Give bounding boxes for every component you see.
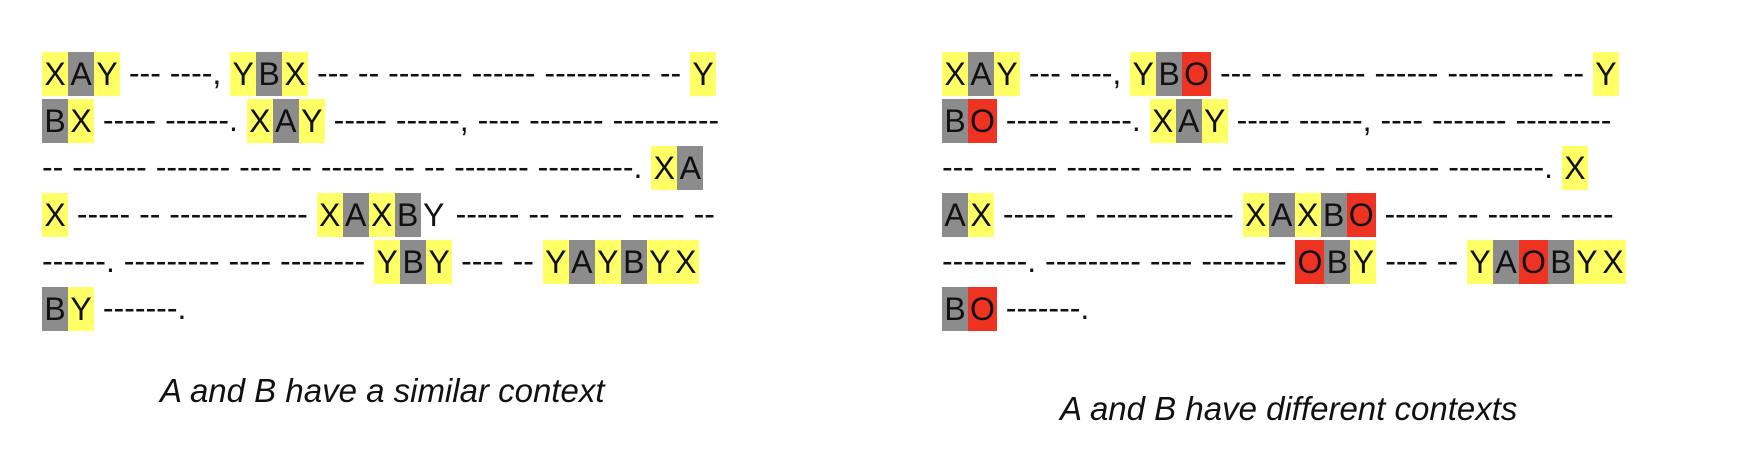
yellow-token: X — [942, 51, 968, 96]
yellow-token: Y — [1350, 239, 1377, 284]
yellow-token: Y — [298, 98, 325, 143]
gray-token: B — [620, 239, 647, 284]
yellow-token: Y — [1573, 239, 1600, 284]
gray-token: B — [1156, 51, 1183, 96]
gray-token: B — [1324, 239, 1351, 284]
text-line: -- ------- ------- ---- -- ------ -- -- … — [42, 142, 842, 190]
yellow-token: Y — [374, 239, 401, 284]
yellow-token: X — [316, 192, 343, 237]
yellow-token: X — [68, 98, 94, 143]
yellow-token: X — [42, 192, 68, 237]
yellow-token: Y — [426, 239, 453, 284]
plain-token: Y — [423, 196, 445, 233]
yellow-token: Y — [1466, 239, 1493, 284]
gray-token: A — [1268, 192, 1295, 237]
filler-text: ----- -- ------------- — [68, 196, 317, 233]
red-token: O — [1518, 239, 1548, 284]
yellow-token: X — [1149, 98, 1176, 143]
yellow-token: X — [968, 192, 994, 237]
gray-token: A — [68, 51, 94, 96]
filler-text: ---- -- — [1376, 243, 1467, 280]
gray-token: B — [42, 286, 68, 331]
filler-text: ----- ------. — [996, 102, 1150, 139]
gray-token: A — [968, 51, 994, 96]
filler-text: ------ -- ------ ----- -- — [446, 196, 715, 233]
red-token: O — [968, 286, 997, 331]
gray-token: B — [942, 98, 968, 143]
filler-text: ------. --------- ---- -------- — [42, 243, 375, 280]
gray-token: A — [272, 98, 299, 143]
right-caption: A and B have different contexts — [1060, 390, 1518, 427]
filler-text: --- -- ------- ------ ---------- -- — [1211, 55, 1593, 92]
filler-text: ----- -- ------------- — [994, 196, 1243, 233]
gray-token: B — [1547, 239, 1574, 284]
yellow-token: Y — [690, 51, 717, 96]
gray-token: A — [342, 192, 369, 237]
filler-text: --- -- ------- ------ ---------- -- — [308, 55, 691, 92]
yellow-token: Y — [542, 239, 569, 284]
gray-token: B — [42, 98, 68, 143]
filler-text: -- ------- ------- ---- -- ------ -- -- … — [42, 149, 652, 186]
filler-text: ----- ------, ---- ------- ---------- — [324, 102, 720, 139]
yellow-token: Y — [594, 239, 621, 284]
gray-token: A — [568, 239, 595, 284]
text-line: --- ------- ------- ---- -- ------ -- --… — [942, 142, 1742, 190]
gray-token: B — [394, 192, 421, 237]
red-token: O — [1346, 192, 1376, 237]
gray-token: A — [1175, 98, 1202, 143]
filler-text: --- ----, — [1020, 55, 1131, 92]
red-token: O — [968, 98, 997, 143]
gray-token: A — [942, 192, 968, 237]
yellow-token: Y — [1592, 51, 1619, 96]
filler-text: ---- -- — [452, 243, 543, 280]
gray-token: B — [400, 239, 427, 284]
filler-text: -------. — [996, 290, 1090, 327]
filler-text: --------. --------- ---- -------- — [942, 243, 1296, 280]
yellow-token: X — [42, 51, 68, 96]
yellow-token: X — [672, 239, 699, 284]
yellow-token: X — [1294, 192, 1321, 237]
gray-token: B — [942, 286, 968, 331]
gray-token: A — [1492, 239, 1519, 284]
filler-text: ------ -- ------ ----- — [1375, 196, 1614, 233]
gray-token: B — [256, 51, 283, 96]
left-caption: A and B have a similar context — [160, 372, 605, 409]
filler-text: -------. — [94, 290, 187, 327]
yellow-token: Y — [1201, 98, 1228, 143]
yellow-token: X — [246, 98, 273, 143]
filler-text: ----- ------. — [94, 102, 247, 139]
yellow-token: Y — [230, 51, 257, 96]
filler-text: --- ------- ------- ---- -- ------ -- --… — [942, 149, 1562, 186]
red-token: O — [1295, 239, 1325, 284]
yellow-token: X — [282, 51, 309, 96]
gray-token: B — [1320, 192, 1347, 237]
yellow-token: X — [1599, 239, 1626, 284]
yellow-token: Y — [68, 286, 94, 331]
red-token: O — [1182, 51, 1212, 96]
yellow-token: X — [368, 192, 395, 237]
yellow-token: X — [1242, 192, 1269, 237]
yellow-token: X — [1561, 145, 1588, 190]
filler-text: --- ----, — [120, 55, 231, 92]
filler-text: ----- ------, ---- ------- --------- — [1227, 102, 1612, 139]
yellow-token: X — [651, 145, 678, 190]
yellow-token: Y — [646, 239, 673, 284]
gray-token: A — [677, 145, 704, 190]
yellow-token: Y — [1130, 51, 1157, 96]
yellow-token: Y — [94, 51, 120, 96]
yellow-token: Y — [994, 51, 1020, 96]
